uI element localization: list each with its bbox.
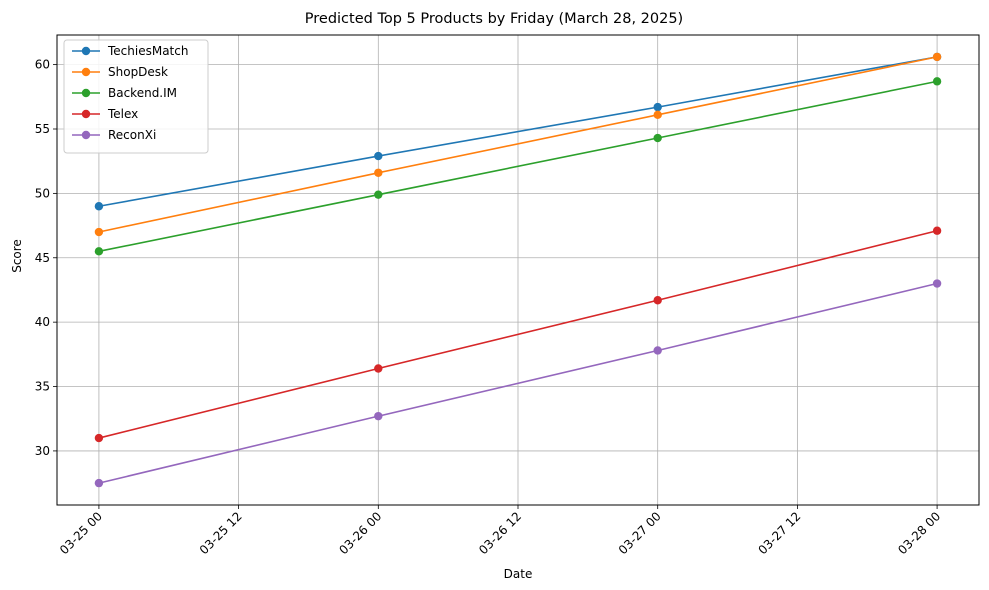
x-tick-label: 03-28 00 xyxy=(895,509,943,557)
y-tick-label: 30 xyxy=(35,444,50,458)
y-axis-ticks: 30 35 40 45 50 55 60 xyxy=(35,58,57,458)
data-point xyxy=(374,168,383,177)
data-point xyxy=(94,433,104,443)
series-telex xyxy=(94,226,942,443)
data-point xyxy=(374,364,383,373)
x-tick-label: 03-27 12 xyxy=(755,509,803,557)
data-point xyxy=(932,77,942,86)
y-tick-label: 40 xyxy=(35,315,50,329)
data-point xyxy=(932,279,942,288)
legend-label: TechiesMatch xyxy=(107,44,188,58)
legend-label: ReconXi xyxy=(108,128,156,142)
y-axis-title: Score xyxy=(10,239,24,273)
series-line xyxy=(98,56,938,208)
legend-marker xyxy=(81,46,91,56)
grid xyxy=(57,35,979,505)
legend-marker xyxy=(81,130,91,140)
x-tick-label: 03-27 00 xyxy=(616,509,664,557)
data-point xyxy=(653,346,662,355)
legend-box xyxy=(63,39,209,154)
data-point xyxy=(653,110,662,120)
data-point xyxy=(374,190,383,199)
data-point xyxy=(94,478,104,488)
x-tick-label: 03-26 12 xyxy=(476,509,524,557)
data-point xyxy=(94,202,104,211)
chart-title: Predicted Top 5 Products by Friday (Marc… xyxy=(305,11,683,27)
series-backend-im xyxy=(94,77,942,256)
data-point xyxy=(94,227,104,237)
legend-marker xyxy=(81,109,91,119)
y-tick-label: 45 xyxy=(35,251,50,265)
x-tick-label: 03-25 00 xyxy=(57,509,105,557)
y-tick-label: 60 xyxy=(35,58,50,72)
data-point xyxy=(653,102,662,112)
legend-marker xyxy=(81,67,91,77)
series-line xyxy=(98,282,938,484)
x-axis-ticks: 03-25 00 03-25 12 03-26 00 03-26 12 03-27 00… xyxy=(57,505,943,557)
legend: TechiesMatch ShopDesk Backend.IM Telex Recon… xyxy=(63,39,209,154)
y-tick-label: 50 xyxy=(35,186,50,200)
series-shopdesk xyxy=(94,52,942,237)
series-line xyxy=(98,229,938,439)
series-line xyxy=(98,56,938,233)
data-point xyxy=(374,411,383,421)
series-reconxi xyxy=(94,279,942,488)
data-point xyxy=(932,226,942,235)
y-tick-label: 35 xyxy=(35,380,50,394)
series-lines xyxy=(94,52,942,488)
legend-marker xyxy=(81,88,91,98)
y-tick-label: 55 xyxy=(35,122,50,136)
x-axis-title: Date xyxy=(504,567,533,581)
data-point xyxy=(94,247,104,256)
x-tick-label: 03-26 00 xyxy=(336,509,384,557)
data-point xyxy=(653,133,662,143)
legend-label: Telex xyxy=(107,107,138,121)
legend-label: ShopDesk xyxy=(108,65,168,79)
x-tick-label: 03-25 12 xyxy=(197,509,245,557)
series-line xyxy=(98,80,938,253)
data-point xyxy=(653,296,662,305)
legend-label: Backend.IM xyxy=(108,86,177,100)
data-point xyxy=(374,151,383,161)
data-point xyxy=(932,52,942,62)
